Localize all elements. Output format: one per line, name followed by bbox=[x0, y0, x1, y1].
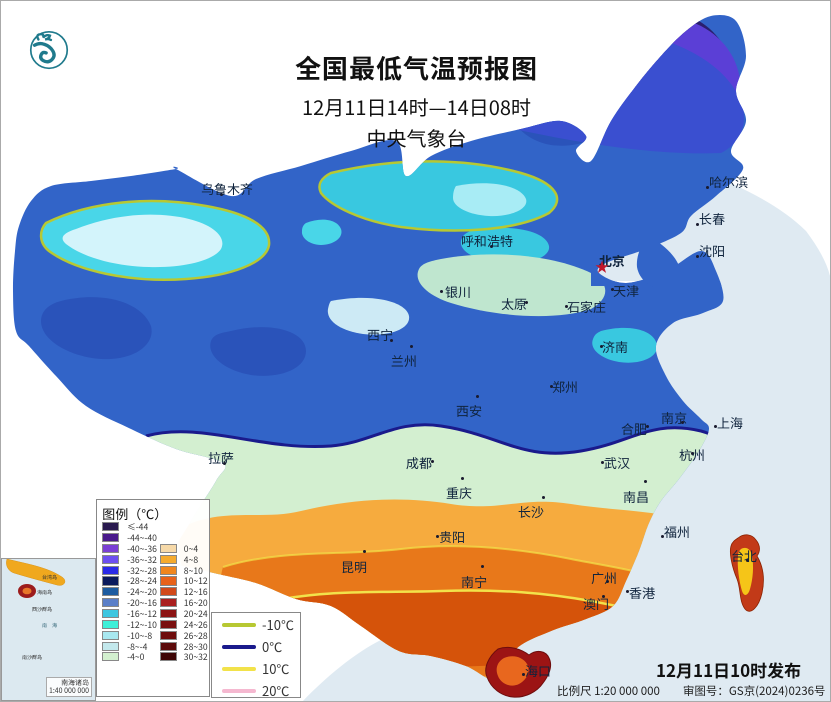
svg-text:台湾岛: 台湾岛 bbox=[42, 574, 57, 581]
svg-text:南 海: 南 海 bbox=[42, 622, 57, 629]
svg-text:西沙群岛: 西沙群岛 bbox=[32, 606, 52, 613]
svg-text:南沙群岛: 南沙群岛 bbox=[22, 654, 42, 661]
svg-text:海南岛: 海南岛 bbox=[37, 589, 52, 596]
